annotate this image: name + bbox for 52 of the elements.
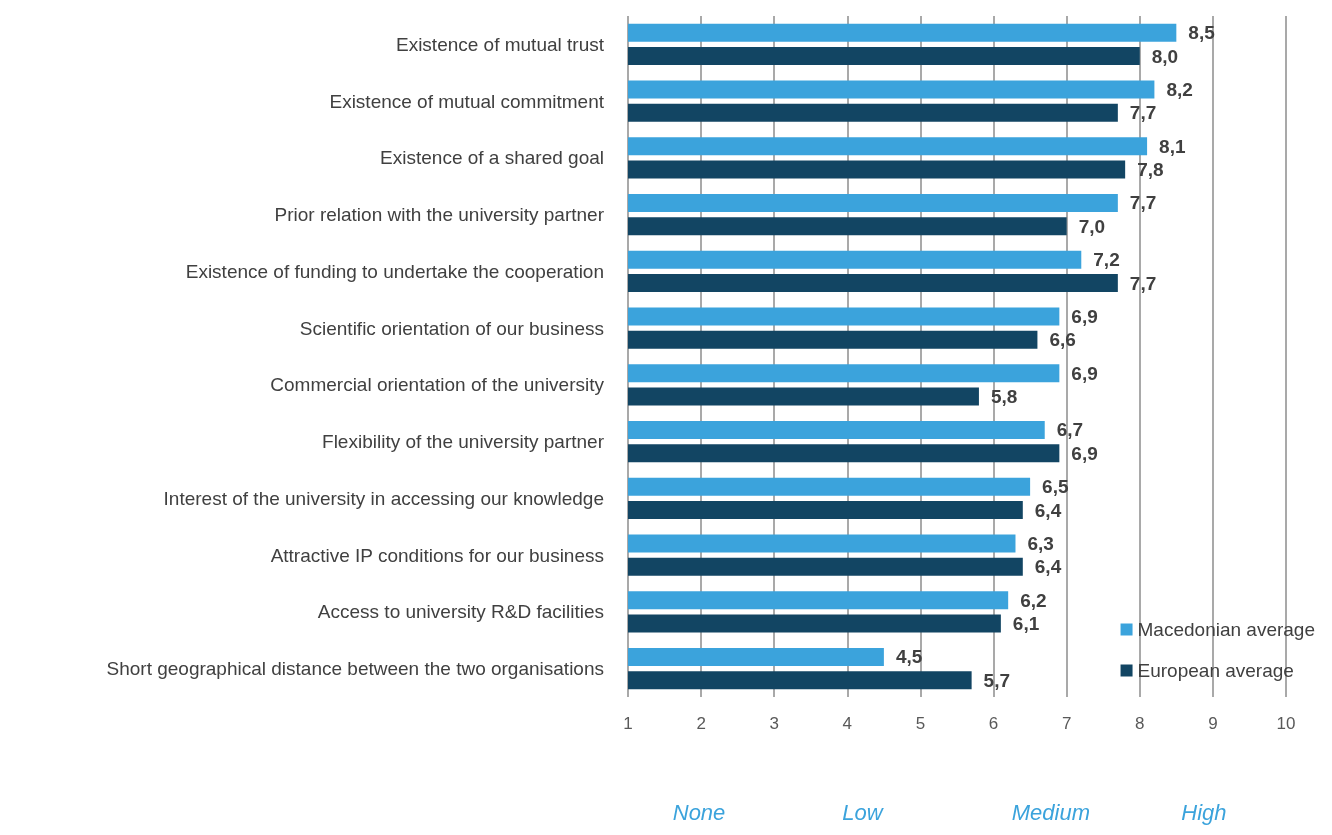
x-tick-label: 5 <box>915 714 926 733</box>
data-label: 6,4 <box>1034 556 1062 578</box>
data-label: 8,0 <box>1151 45 1179 67</box>
y-tick-label: Commercial orientation of the university <box>270 374 605 396</box>
x-tick-label: 4 <box>842 714 853 733</box>
data-label: 6,7 <box>1056 419 1084 441</box>
data-label: 4,5 <box>895 646 923 668</box>
y-tick-label: Access to university R&D facilities <box>317 601 604 623</box>
data-label: 6,9 <box>1071 305 1098 327</box>
x-tick-label: 9 <box>1208 714 1218 733</box>
x-tick-label: 6 <box>988 714 999 733</box>
y-tick-label: Scientific orientation of our business <box>299 317 604 339</box>
y-tick-label: Flexibility of the university partner <box>322 431 605 453</box>
x-tick-label: 1 <box>623 714 633 733</box>
text: None <box>672 799 726 825</box>
x-tick-label: 8 <box>1135 714 1145 733</box>
x-tick-label: 10 <box>1276 714 1296 733</box>
data-label: 7,2 <box>1093 249 1120 271</box>
y-tick-label: Attractive IP conditions for our business <box>270 544 604 566</box>
x-tick-label: 7 <box>1061 714 1072 733</box>
text: Low <box>842 799 885 825</box>
data-label: 5,8 <box>990 386 1018 408</box>
data-label: 6,6 <box>1049 329 1076 351</box>
data-label: 6,9 <box>1071 442 1098 464</box>
x-tick-label: 3 <box>769 714 779 733</box>
y-tick-label: Prior relation with the university partner <box>274 204 605 226</box>
data-label: 7,7 <box>1129 192 1157 214</box>
data-label: 7,0 <box>1078 215 1106 237</box>
data-label: 7,8 <box>1137 159 1164 181</box>
text: Medium <box>1011 799 1090 825</box>
legend-label: Macedonian average <box>1137 619 1316 640</box>
data-label: 7,7 <box>1129 272 1157 294</box>
y-tick-label: Existence of mutual trust <box>395 33 605 55</box>
data-label: 6,1 <box>1012 613 1040 635</box>
data-label: 8,1 <box>1159 135 1186 157</box>
data-label: 6,4 <box>1034 499 1062 521</box>
data-label: 6,5 <box>1042 476 1069 498</box>
data-label: 6,2 <box>1020 589 1047 611</box>
y-tick-label: Short geographical distance between the two organisations <box>106 658 604 680</box>
y-tick-label: Interest of the university in accessing our knowledge <box>163 487 604 509</box>
legend-label: European average <box>1137 660 1294 681</box>
data-label: 5,7 <box>983 669 1011 691</box>
y-tick-label: Existence of mutual commitment <box>329 90 605 112</box>
x-tick-label: 2 <box>696 714 706 733</box>
y-tick-label: Existence of a shared goal <box>380 147 604 169</box>
data-label: 6,9 <box>1071 362 1098 384</box>
y-tick-label: Existence of funding to undertake the cooperation <box>185 260 604 282</box>
data-label: 6,3 <box>1027 532 1054 554</box>
data-label: 7,7 <box>1129 102 1157 124</box>
data-label: 8,5 <box>1188 22 1216 44</box>
text: High <box>1181 799 1227 825</box>
data-label: 8,2 <box>1166 78 1193 100</box>
